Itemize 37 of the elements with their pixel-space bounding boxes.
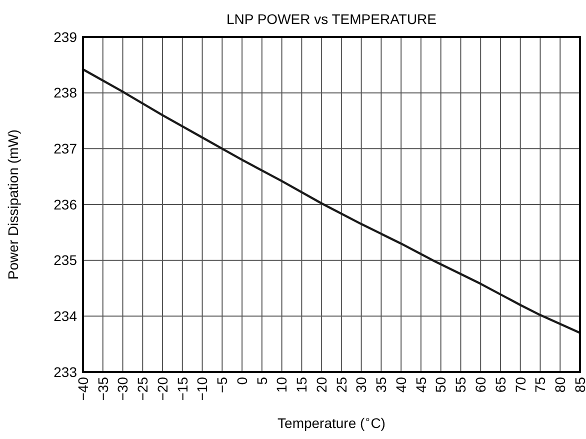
x-axis-title: Temperature ($^{∘}$C): [278, 414, 386, 431]
x-tick-label: −20: [154, 376, 170, 401]
x-tick-label: 75: [532, 376, 548, 393]
line-series: [82, 68, 582, 334]
x-tick-label: −35: [94, 376, 111, 401]
x-tick-label: −10: [194, 376, 210, 401]
y-axis-title: Power Dissipation (mW): [5, 129, 21, 280]
y-tick-label: 237: [54, 140, 78, 157]
x-tick-label: −40: [74, 376, 91, 401]
x-tick-label: 65: [492, 376, 508, 393]
x-tick-label: −25: [134, 376, 151, 401]
y-tick-label: 233: [54, 364, 78, 380]
x-tick-label: 80: [552, 376, 568, 393]
x-tick-label: 85: [572, 376, 586, 393]
x-tick-label: 35: [373, 376, 390, 393]
y-tick-label: 234: [54, 308, 78, 324]
x-tick-label: 15: [294, 376, 310, 393]
x-tick-label: 0: [234, 376, 250, 385]
x-tick-label: 20: [313, 376, 330, 393]
y-tick-label: 236: [54, 196, 78, 212]
x-tick-label: −15: [174, 376, 190, 401]
x-tick-label: −30: [114, 376, 131, 401]
y-tick-label: 239: [54, 28, 78, 45]
x-tick-label: 30: [353, 376, 370, 393]
x-tick-label: 10: [274, 376, 290, 393]
x-tick-label: −5: [214, 376, 230, 393]
y-tick-label: 238: [54, 84, 78, 101]
x-tick-label: 50: [432, 376, 449, 393]
x-tick-label: 60: [472, 376, 488, 393]
x-tick-label: 55: [452, 376, 469, 393]
x-tick-label: 25: [333, 376, 350, 393]
chart-title: LNP POWER vs TEMPERATURE: [226, 11, 437, 27]
y-tick-label: 235: [54, 252, 78, 268]
x-tick-label: 5: [254, 376, 270, 385]
x-tick-label: 40: [392, 376, 409, 393]
x-tick-label: 45: [412, 376, 429, 393]
x-tick-label: 70: [512, 376, 528, 393]
